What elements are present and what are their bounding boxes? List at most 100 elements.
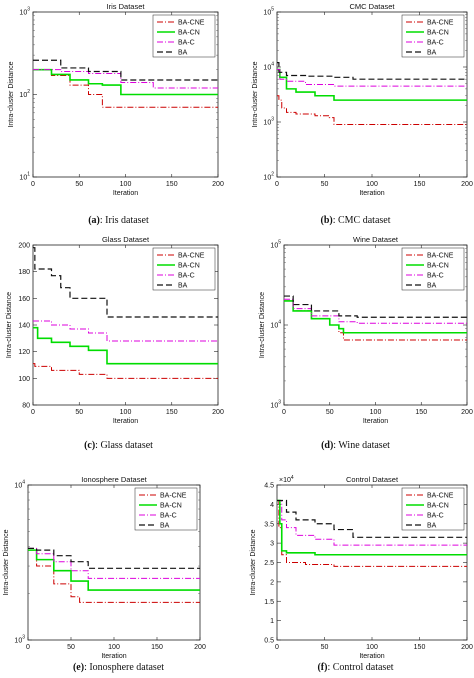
y-tick-label: 2 [270, 579, 274, 586]
legend: BA-CNE BA-CN BA-C BA [134, 487, 198, 531]
y-tick-label: 103 [263, 117, 274, 127]
x-tick-label: 0 [31, 181, 35, 188]
x-tick-label: 50 [321, 181, 329, 188]
x-tick-label: 100 [120, 181, 132, 188]
y-tick-label: 104 [263, 62, 274, 72]
chart-title: Glass Dataset [102, 235, 150, 244]
x-tick-label: 100 [366, 644, 378, 651]
series-line-ba-c [277, 69, 467, 87]
caption-d-text: : Wine dataset [333, 440, 390, 451]
y-tick-label: 1 [270, 618, 274, 625]
x-tick-label: 50 [67, 644, 75, 651]
chart-title: Iris Dataset [107, 2, 146, 11]
x-axis-label: Iteration [113, 190, 138, 197]
legend-entry: BA-C [427, 513, 444, 520]
y-tick-label: 120 [18, 349, 30, 356]
x-tick-label: 200 [461, 181, 473, 188]
y-axis-label: Intra-cluster Distance [6, 292, 13, 358]
x-tick-label: 0 [282, 409, 286, 416]
legend-entry: BA-CN [178, 30, 200, 37]
caption-d: (d): Wine dataset [237, 440, 474, 451]
x-tick-label: 150 [151, 644, 163, 651]
legend-box [152, 247, 216, 291]
series-line-ba-c [33, 69, 218, 89]
series-line-ba-c [277, 500, 467, 546]
legend-entry: BA-CNE [427, 20, 454, 27]
chart-panel-5: Ionosphere Dataset Iteration Intra-cluster… [3, 475, 206, 660]
series-line-ba-cn [284, 300, 467, 334]
x-tick-label: 0 [275, 644, 279, 651]
x-tick-label: 0 [26, 644, 30, 651]
legend-box [401, 14, 465, 58]
x-tick-label: 200 [212, 181, 224, 188]
x-tick-label: 150 [414, 644, 426, 651]
legend: BA-CNE BA-CN BA-C BA [401, 487, 465, 531]
y-tick-label: 1.5 [264, 599, 274, 606]
y-axis-label: Intra-cluster Distance [252, 61, 259, 127]
x-tick-label: 100 [108, 644, 120, 651]
series-line-ba-cne [277, 95, 467, 126]
chart-panel-4: Wine Dataset Iteration Intra-cluster Dista… [259, 235, 473, 425]
legend-entry: BA-CN [427, 263, 449, 270]
legend-box [152, 14, 216, 58]
legend-entry: BA-CN [427, 503, 449, 510]
caption-e-text: : Ionosphere dataset [84, 662, 165, 673]
series-line-ba-cn [277, 499, 467, 556]
y-tick-label: 104 [270, 320, 281, 330]
legend-entry: BA [178, 50, 188, 57]
legend-entry: BA [427, 283, 437, 290]
series-line-ba-cne [33, 363, 218, 379]
y-tick-label: 103 [14, 635, 25, 645]
caption-a-text: : Iris dataset [99, 215, 149, 226]
x-tick-label: 100 [120, 409, 132, 416]
y-tick-label: 104 [14, 480, 25, 490]
series-line-ba [33, 59, 218, 81]
series-line-ba [277, 499, 467, 538]
y-tick-label: 101 [19, 172, 30, 182]
y-tick-label: 3.5 [264, 521, 274, 528]
legend-entry: BA-CNE [160, 493, 187, 500]
chart-panel-6: Control Dataset Iteration Intra-cluster Di… [250, 475, 473, 660]
caption-b-label: (b) [320, 215, 333, 226]
x-tick-label: 150 [414, 181, 426, 188]
series-line-ba [284, 295, 467, 318]
legend: BA-CNE BA-CN BA-C BA [152, 247, 216, 291]
legend-entry: BA-CN [160, 503, 182, 510]
y-axis-label: Intra-cluster Distance [8, 61, 15, 127]
x-tick-label: 50 [326, 409, 334, 416]
chart-title: Wine Dataset [353, 235, 399, 244]
y-tick-label: 140 [18, 323, 30, 330]
y-tick-label: 100 [18, 376, 30, 383]
x-tick-label: 100 [370, 409, 382, 416]
caption-e-label: (e) [72, 662, 85, 673]
legend-entry: BA [427, 50, 437, 57]
chart-panel-1: Iris Dataset Iteration Intra-cluster Dista… [8, 2, 224, 197]
legend-entry: BA-CN [427, 30, 449, 37]
chart-title: CMC Dataset [349, 2, 395, 11]
x-tick-label: 200 [194, 644, 206, 651]
y-tick-label: 4.5 [264, 483, 274, 490]
x-axis-label: Iteration [363, 418, 388, 425]
x-tick-label: 150 [415, 409, 427, 416]
legend-box [134, 487, 198, 531]
legend-entry: BA-C [178, 40, 195, 47]
x-tick-label: 50 [75, 409, 83, 416]
y-tick-label: 2.5 [264, 560, 274, 567]
legend-entry: BA-CN [178, 263, 200, 270]
y-tick-label: 0.5 [264, 638, 274, 645]
legend-entry: BA-CNE [178, 20, 205, 27]
series-line-ba-cn [277, 68, 467, 101]
x-tick-label: 0 [31, 409, 35, 416]
x-tick-label: 200 [212, 409, 224, 416]
y-tick-label: 103 [19, 7, 30, 17]
y-tick-label: 105 [263, 7, 274, 17]
caption-f-text: : Control dataset [327, 662, 394, 673]
series-line-ba [277, 62, 467, 80]
legend-entry: BA [178, 283, 188, 290]
legend: BA-CNE BA-CN BA-C BA [152, 14, 216, 58]
legend-entry: BA-CNE [427, 253, 454, 260]
legend-entry: BA-CNE [178, 253, 205, 260]
caption-e: (e): Ionosphere dataset [0, 662, 237, 673]
legend-entry: BA [160, 523, 170, 530]
series-line-ba-cn [33, 326, 218, 365]
